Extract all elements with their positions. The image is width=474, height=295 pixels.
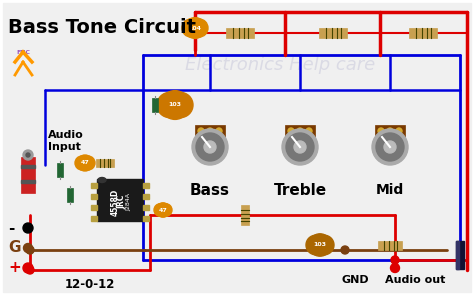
Circle shape	[288, 128, 294, 134]
Circle shape	[168, 92, 193, 118]
Circle shape	[80, 158, 91, 168]
Text: 47: 47	[159, 207, 167, 212]
Text: 4558D: 4558D	[110, 189, 119, 216]
Circle shape	[294, 141, 306, 153]
Ellipse shape	[98, 178, 106, 183]
Text: Mid: Mid	[376, 183, 404, 197]
Text: Bass: Bass	[190, 183, 230, 198]
Circle shape	[297, 128, 303, 134]
Circle shape	[391, 263, 400, 273]
Circle shape	[26, 266, 34, 274]
Text: 47: 47	[81, 160, 90, 165]
Circle shape	[306, 235, 326, 255]
Text: JRC: JRC	[118, 195, 127, 209]
Text: G: G	[8, 240, 20, 255]
Bar	[57, 163, 63, 177]
Circle shape	[314, 235, 334, 255]
Circle shape	[341, 246, 349, 254]
Bar	[143, 204, 149, 209]
Circle shape	[378, 128, 384, 134]
Circle shape	[165, 95, 185, 115]
Circle shape	[306, 128, 312, 134]
Circle shape	[204, 141, 216, 153]
Text: Bass Tone Circuit: Bass Tone Circuit	[8, 18, 196, 37]
Circle shape	[157, 92, 182, 118]
Circle shape	[184, 18, 205, 38]
Bar	[96, 159, 114, 167]
Text: 103: 103	[313, 242, 327, 248]
Circle shape	[384, 141, 396, 153]
Bar	[241, 205, 249, 225]
Bar	[21, 157, 35, 193]
Text: Audio
Input: Audio Input	[48, 130, 84, 152]
Text: Treble: Treble	[273, 183, 327, 198]
Circle shape	[376, 133, 404, 161]
Text: -: -	[8, 220, 14, 235]
Bar	[375, 125, 405, 137]
Bar	[143, 194, 149, 199]
Bar	[91, 204, 97, 209]
Text: 12-0-12: 12-0-12	[65, 278, 115, 291]
Bar	[226, 28, 254, 38]
Circle shape	[24, 243, 33, 253]
Circle shape	[190, 19, 208, 37]
Circle shape	[23, 263, 33, 273]
Bar	[378, 240, 402, 250]
Bar	[285, 125, 315, 137]
Circle shape	[158, 205, 168, 215]
Bar	[67, 188, 73, 202]
Bar	[319, 28, 347, 38]
Circle shape	[286, 133, 314, 161]
Bar	[152, 98, 158, 112]
Circle shape	[156, 203, 170, 217]
Circle shape	[396, 128, 402, 134]
Text: GND: GND	[341, 275, 369, 285]
Bar	[97, 179, 143, 221]
Bar	[195, 125, 225, 137]
Text: +: +	[8, 260, 21, 276]
Bar	[456, 241, 459, 269]
Text: Audio out: Audio out	[385, 275, 445, 285]
Circle shape	[196, 133, 224, 161]
Circle shape	[23, 223, 33, 233]
Circle shape	[26, 246, 34, 254]
Circle shape	[391, 256, 399, 264]
Text: 103: 103	[168, 102, 182, 107]
Text: 104: 104	[189, 25, 201, 30]
Bar	[456, 241, 464, 269]
Circle shape	[182, 19, 200, 37]
Circle shape	[282, 129, 318, 165]
Bar	[21, 180, 35, 183]
Circle shape	[159, 204, 172, 216]
Bar	[143, 216, 149, 220]
Circle shape	[161, 91, 190, 119]
Circle shape	[154, 204, 166, 216]
Bar	[21, 165, 35, 168]
Circle shape	[216, 128, 222, 134]
Circle shape	[77, 155, 93, 171]
Text: J284A: J284A	[127, 193, 131, 211]
Circle shape	[81, 156, 95, 170]
Text: Electronics Help care: Electronics Help care	[185, 56, 375, 74]
Circle shape	[26, 153, 30, 157]
Bar	[91, 216, 97, 220]
Circle shape	[372, 129, 408, 165]
Circle shape	[75, 156, 89, 170]
Circle shape	[198, 128, 204, 134]
Bar	[143, 183, 149, 188]
Bar	[409, 28, 437, 38]
Circle shape	[23, 150, 33, 160]
Circle shape	[207, 128, 213, 134]
Bar	[91, 183, 97, 188]
Circle shape	[188, 21, 202, 35]
Circle shape	[312, 237, 328, 253]
Circle shape	[309, 234, 331, 256]
Bar	[91, 194, 97, 199]
Circle shape	[192, 129, 228, 165]
Text: FHC: FHC	[16, 50, 30, 55]
Circle shape	[387, 128, 393, 134]
